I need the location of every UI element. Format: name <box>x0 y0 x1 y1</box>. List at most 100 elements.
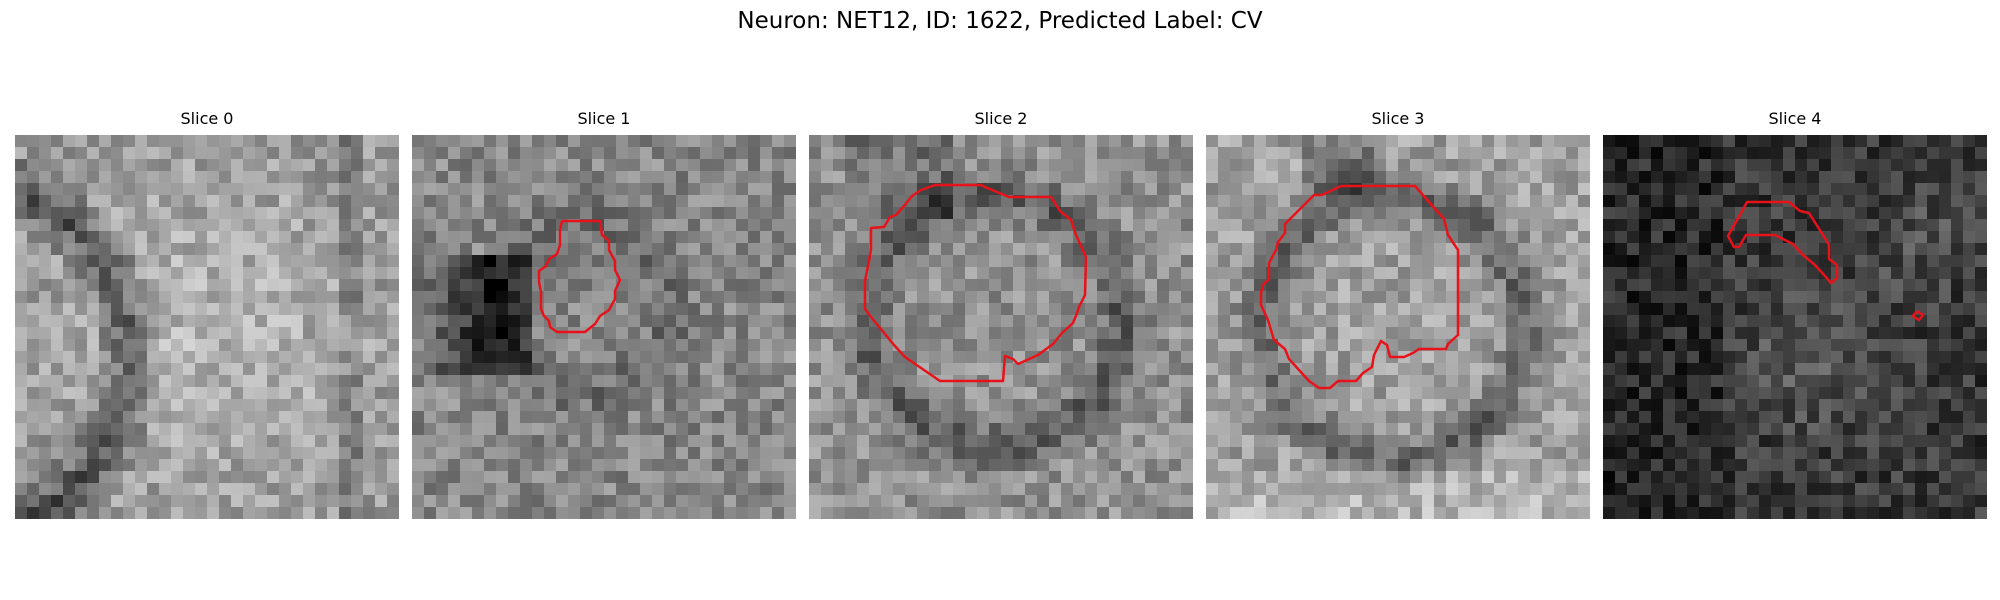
image-pixel <box>1061 279 1074 292</box>
image-pixel <box>784 231 796 244</box>
image-pixel <box>1242 315 1255 328</box>
image-pixel <box>1855 195 1868 208</box>
image-pixel <box>231 447 244 460</box>
image-pixel <box>676 303 689 316</box>
image-pixel <box>1278 483 1291 496</box>
image-pixel <box>929 459 942 472</box>
image-pixel <box>1542 267 1555 280</box>
image-pixel <box>1843 183 1856 196</box>
image-pixel <box>893 159 906 172</box>
image-pixel <box>724 255 737 268</box>
image-pixel <box>1109 339 1122 352</box>
image-pixel <box>1927 303 1940 316</box>
image-pixel <box>1025 447 1038 460</box>
image-pixel <box>1302 219 1315 232</box>
image-pixel <box>1206 243 1219 256</box>
image-pixel <box>1747 183 1760 196</box>
image-pixel <box>472 207 485 220</box>
image-pixel <box>63 231 76 244</box>
image-pixel <box>784 495 796 508</box>
image-pixel <box>905 483 918 496</box>
image-pixel <box>1073 363 1086 376</box>
image-pixel <box>821 183 834 196</box>
image-pixel <box>1951 423 1964 436</box>
image-pixel <box>977 435 990 448</box>
image-pixel <box>532 291 545 304</box>
image-pixel <box>712 339 725 352</box>
image-pixel <box>1831 219 1844 232</box>
image-pixel <box>1639 267 1652 280</box>
image-pixel <box>1699 291 1712 304</box>
image-pixel <box>905 423 918 436</box>
image-pixel <box>171 447 184 460</box>
image-pixel <box>1891 339 1904 352</box>
image-pixel <box>424 183 437 196</box>
image-pixel <box>652 327 665 340</box>
image-pixel <box>568 435 581 448</box>
image-pixel <box>881 507 894 519</box>
image-pixel <box>1145 339 1158 352</box>
image-pixel <box>1759 279 1772 292</box>
image-pixel <box>1157 387 1170 400</box>
image-pixel <box>267 375 280 388</box>
image-pixel <box>580 279 593 292</box>
image-pixel <box>1867 135 1880 148</box>
image-pixel <box>736 303 749 316</box>
image-pixel <box>1386 255 1399 268</box>
image-pixel <box>1470 171 1483 184</box>
image-pixel <box>412 267 425 280</box>
image-pixel <box>544 279 557 292</box>
image-pixel <box>1687 339 1700 352</box>
image-pixel <box>99 315 112 328</box>
image-pixel <box>1687 327 1700 340</box>
image-pixel <box>1230 291 1243 304</box>
image-pixel <box>724 171 737 184</box>
image-pixel <box>1410 135 1423 148</box>
image-pixel <box>748 327 761 340</box>
image-pixel <box>1326 231 1339 244</box>
image-pixel <box>628 255 641 268</box>
image-pixel <box>1723 279 1736 292</box>
image-pixel <box>772 255 785 268</box>
image-pixel <box>580 471 593 484</box>
image-pixel <box>1206 351 1219 364</box>
image-pixel <box>1530 135 1543 148</box>
image-pixel <box>1711 279 1724 292</box>
image-pixel <box>833 171 846 184</box>
image-pixel <box>183 195 196 208</box>
image-pixel <box>833 195 846 208</box>
image-pixel <box>1278 195 1291 208</box>
image-pixel <box>412 495 425 508</box>
image-pixel <box>472 387 485 400</box>
image-pixel <box>1819 147 1832 160</box>
image-pixel <box>219 339 232 352</box>
image-pixel <box>1350 411 1363 424</box>
image-pixel <box>1398 231 1411 244</box>
image-pixel <box>1206 207 1219 220</box>
image-pixel <box>1338 483 1351 496</box>
image-pixel <box>496 207 509 220</box>
image-pixel <box>1206 147 1219 160</box>
image-pixel <box>772 291 785 304</box>
image-pixel <box>291 171 304 184</box>
image-pixel <box>1374 195 1387 208</box>
image-pixel <box>1494 507 1507 519</box>
image-pixel <box>809 279 822 292</box>
image-pixel <box>676 423 689 436</box>
image-pixel <box>1831 135 1844 148</box>
image-pixel <box>279 387 292 400</box>
image-pixel <box>809 387 822 400</box>
image-pixel <box>219 267 232 280</box>
image-pixel <box>772 171 785 184</box>
image-pixel <box>833 219 846 232</box>
image-pixel <box>351 507 364 519</box>
image-pixel <box>1891 423 1904 436</box>
image-pixel <box>436 363 449 376</box>
image-pixel <box>1145 219 1158 232</box>
image-pixel <box>1554 243 1567 256</box>
image-pixel <box>1121 435 1134 448</box>
image-pixel <box>1518 303 1531 316</box>
image-pixel <box>1675 219 1688 232</box>
image-pixel <box>1398 279 1411 292</box>
image-pixel <box>736 315 749 328</box>
